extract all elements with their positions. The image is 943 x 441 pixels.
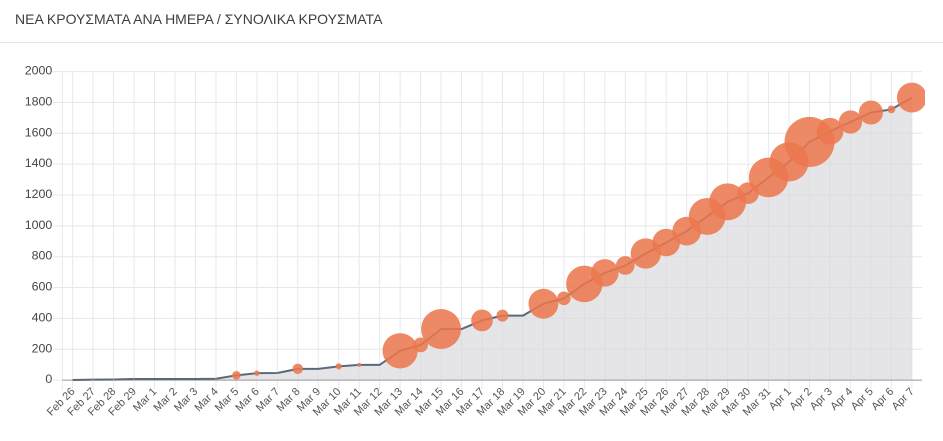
svg-text:200: 200 — [32, 341, 53, 355]
svg-text:800: 800 — [32, 249, 53, 263]
svg-text:400: 400 — [32, 310, 53, 324]
svg-text:Apr 6: Apr 6 — [869, 386, 896, 413]
svg-text:Apr 1: Apr 1 — [767, 386, 794, 413]
svg-text:Apr 7: Apr 7 — [890, 386, 917, 413]
svg-text:1800: 1800 — [25, 94, 53, 108]
svg-text:0: 0 — [45, 372, 52, 386]
svg-text:Apr 5: Apr 5 — [849, 386, 876, 413]
svg-text:1400: 1400 — [25, 156, 53, 170]
svg-text:1200: 1200 — [25, 187, 53, 201]
svg-text:1600: 1600 — [25, 125, 53, 139]
svg-text:2000: 2000 — [25, 64, 53, 78]
svg-text:Apr 4: Apr 4 — [828, 386, 855, 413]
svg-text:600: 600 — [32, 280, 53, 294]
svg-text:1000: 1000 — [25, 218, 53, 232]
svg-text:Apr 3: Apr 3 — [808, 386, 835, 413]
svg-text:Apr 2: Apr 2 — [787, 386, 814, 413]
